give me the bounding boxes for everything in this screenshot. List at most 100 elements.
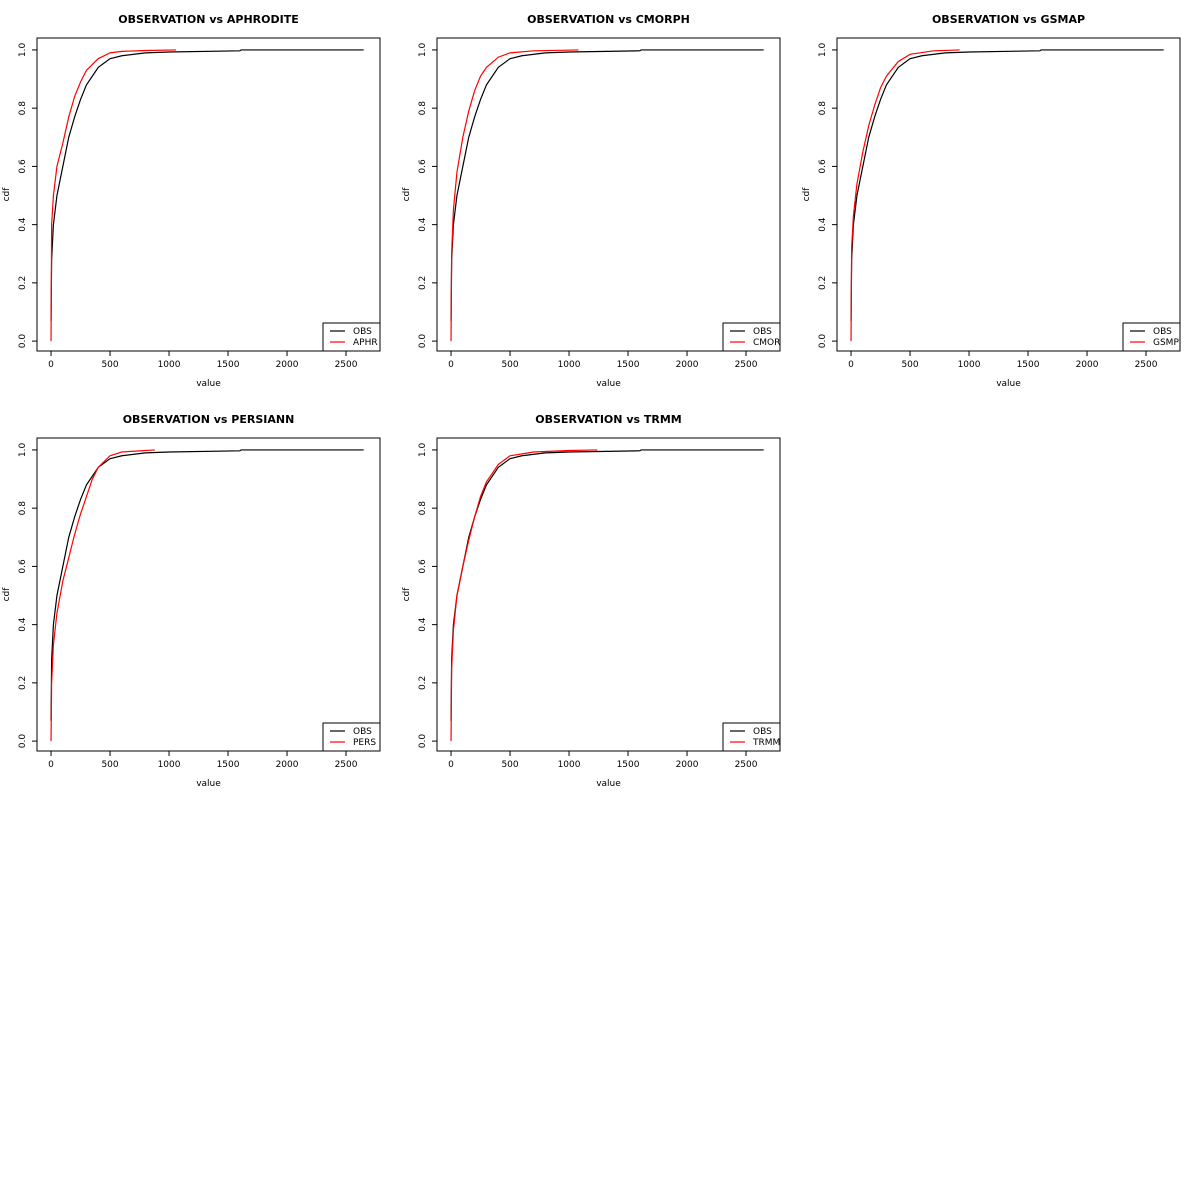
y-axis-label: cdf [802, 187, 812, 202]
y-tick-label: 0.0 [818, 334, 828, 349]
x-tick-label: 2500 [335, 360, 358, 370]
x-tick-label: 2500 [735, 360, 758, 370]
legend-box [722, 322, 781, 352]
panel: OBSERVATION vs CMORPH 0 500 1000 1500 2000 250… [402, 13, 781, 389]
chart-title: OBSERVATION vs APHRODITE [118, 13, 298, 26]
x-axis-label: value [596, 379, 621, 389]
legend-label: GSMP [1153, 338, 1179, 348]
y-tick-label: 0.2 [818, 276, 828, 290]
y-tick-label: 1.0 [18, 443, 28, 458]
x-tick-label: 500 [501, 360, 518, 370]
x-tick-label: 1500 [217, 760, 240, 770]
y-tick-label: 0.2 [418, 676, 428, 690]
x-axis-label: value [596, 779, 621, 789]
cdf-line [850, 49, 1164, 321]
x-tick-label: 2000 [276, 360, 299, 370]
legend-box [322, 722, 381, 752]
chart-title: OBSERVATION vs PERSIANN [123, 413, 295, 426]
legend-label: OBS [353, 727, 372, 737]
cdf-line [450, 49, 764, 321]
y-tick-label: 0.8 [18, 501, 28, 516]
legend-label: PERS [353, 738, 376, 748]
x-tick-label: 2500 [335, 760, 358, 770]
x-axis-label: value [996, 379, 1021, 389]
x-tick-label: 1500 [217, 360, 240, 370]
y-tick-label: 0.8 [818, 101, 828, 116]
y-tick-label: 0.4 [18, 217, 28, 232]
y-tick-label: 0.0 [18, 334, 28, 349]
panel: OBSERVATION vs TRMM 0 500 1000 1500 2000 2500 0… [402, 413, 781, 789]
y-tick-label: 0.4 [818, 217, 828, 232]
x-tick-label: 0 [48, 760, 54, 770]
x-tick-label: 2000 [1076, 360, 1099, 370]
cdf-line [450, 449, 764, 721]
panel: OBSERVATION vs GSMAP 0 500 1000 1500 2000 2500… [802, 13, 1181, 389]
legend-label: TRMM [752, 738, 780, 748]
y-tick-label: 1.0 [18, 43, 28, 58]
plot-box [36, 437, 381, 752]
x-tick-label: 0 [448, 360, 454, 370]
y-tick-label: 0.0 [418, 734, 428, 749]
x-tick-label: 2500 [1135, 360, 1158, 370]
y-tick-label: 1.0 [418, 443, 428, 458]
y-axis-label: cdf [2, 587, 12, 602]
plot-box [436, 437, 781, 752]
legend-label: APHR [353, 338, 378, 348]
x-tick-label: 1000 [158, 360, 181, 370]
cdf-line [450, 49, 579, 342]
y-tick-label: 0.2 [418, 276, 428, 290]
x-tick-label: 0 [48, 360, 54, 370]
y-tick-label: 0.4 [18, 617, 28, 632]
y-tick-label: 0.6 [18, 159, 28, 174]
chart-title: OBSERVATION vs TRMM [535, 413, 681, 426]
panel: OBSERVATION vs APHRODITE 0 500 1000 1500 2000… [2, 13, 381, 389]
y-tick-label: 1.0 [818, 43, 828, 58]
cdf-line [50, 49, 177, 342]
legend-label: OBS [1153, 327, 1172, 337]
x-tick-label: 1500 [617, 760, 640, 770]
y-tick-label: 1.0 [418, 43, 428, 58]
x-tick-label: 2500 [735, 760, 758, 770]
y-tick-label: 0.6 [418, 559, 428, 574]
legend-label: OBS [753, 727, 772, 737]
y-axis-label: cdf [402, 187, 412, 202]
x-tick-label: 2000 [676, 360, 699, 370]
y-axis-label: cdf [402, 587, 412, 602]
x-axis-label: value [196, 779, 221, 789]
chart-title: OBSERVATION vs GSMAP [932, 13, 1085, 26]
cdf-line [850, 49, 960, 342]
cdf-line [50, 49, 364, 321]
x-tick-label: 500 [101, 760, 118, 770]
x-axis-label: value [196, 379, 221, 389]
plot-box [436, 37, 781, 352]
x-tick-label: 1500 [617, 360, 640, 370]
y-axis-label: cdf [2, 187, 12, 202]
y-tick-label: 0.0 [418, 334, 428, 349]
panel: OBSERVATION vs PERSIANN 0 500 1000 1500 2000 2… [2, 413, 381, 789]
y-tick-label: 0.8 [18, 101, 28, 116]
x-tick-label: 500 [101, 360, 118, 370]
x-tick-label: 1000 [958, 360, 981, 370]
x-tick-label: 0 [848, 360, 854, 370]
plot-box [836, 37, 1181, 352]
x-tick-label: 1000 [158, 760, 181, 770]
plot-box [36, 37, 381, 352]
y-tick-label: 0.0 [18, 734, 28, 749]
x-tick-label: 1500 [1017, 360, 1040, 370]
legend-label: CMOR [753, 338, 780, 348]
y-tick-label: 0.4 [418, 217, 428, 232]
x-tick-label: 1000 [558, 360, 581, 370]
x-tick-label: 1000 [558, 760, 581, 770]
x-tick-label: 0 [448, 760, 454, 770]
y-tick-label: 0.6 [18, 559, 28, 574]
y-tick-label: 0.4 [418, 617, 428, 632]
y-tick-label: 0.6 [418, 159, 428, 174]
cdf-line [50, 449, 155, 742]
legend-label: OBS [753, 327, 772, 337]
y-tick-label: 0.2 [18, 276, 28, 290]
y-tick-label: 0.6 [818, 159, 828, 174]
legend-box [322, 322, 381, 352]
x-tick-label: 500 [901, 360, 918, 370]
y-tick-label: 0.2 [18, 676, 28, 690]
